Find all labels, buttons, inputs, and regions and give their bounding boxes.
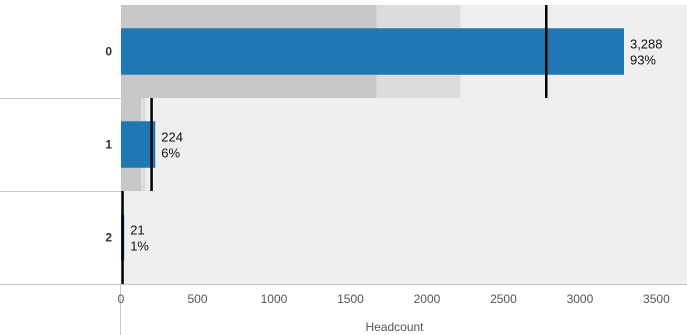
range-band-light <box>121 98 687 191</box>
row-2: 2 211% <box>105 191 687 284</box>
x-tick-label: 1500 <box>337 292 364 306</box>
x-tick-label: 0 <box>118 292 125 306</box>
x-tick-label: 3000 <box>567 292 594 306</box>
value-label: 3,288 <box>630 37 663 52</box>
x-tick-label: 2000 <box>414 292 441 306</box>
percent-label: 1% <box>130 239 149 254</box>
category-label: 2 <box>105 231 112 245</box>
value-label: 224 <box>161 130 183 145</box>
category-label: 0 <box>105 45 112 59</box>
x-axis-title: Headcount <box>365 320 424 334</box>
x-tick-label: 2500 <box>490 292 517 306</box>
x-tick-label: 500 <box>187 292 207 306</box>
value-bar <box>121 28 624 75</box>
percent-label: 6% <box>161 146 180 161</box>
value-label: 21 <box>130 223 144 238</box>
x-axis: 0 500 1000 1500 2000 2500 3000 3500 <box>118 284 670 335</box>
percent-label: 93% <box>630 53 656 68</box>
x-tick-label: 1000 <box>261 292 288 306</box>
category-label: 1 <box>105 138 112 152</box>
value-bar <box>121 121 156 168</box>
x-tick-label: 3500 <box>643 292 670 306</box>
range-band-light <box>121 191 687 284</box>
